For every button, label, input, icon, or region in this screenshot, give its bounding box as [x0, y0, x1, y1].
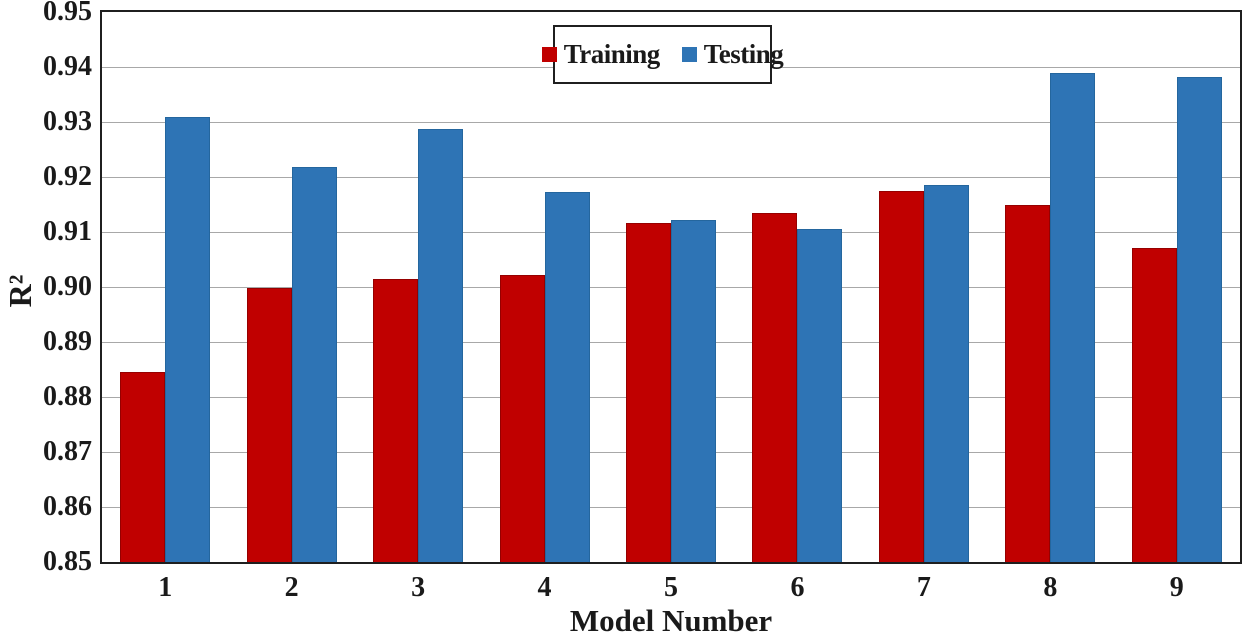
- y-tick-label: 0.89: [43, 326, 92, 357]
- y-tick-label: 0.90: [43, 271, 92, 302]
- bar-testing-7: [923, 185, 969, 562]
- x-tick-label: 2: [284, 572, 299, 603]
- y-tick-label: 0.92: [43, 161, 92, 192]
- x-tick-label: 3: [411, 572, 426, 603]
- x-tick-label: 7: [916, 572, 931, 603]
- bar-training-1: [120, 372, 166, 562]
- y-tick-label: 0.87: [43, 436, 92, 467]
- bar-testing-9: [1176, 77, 1222, 562]
- legend-item-testing: Testing: [681, 39, 784, 70]
- bar-testing-6: [797, 228, 843, 562]
- legend-item-training: Training: [541, 39, 661, 70]
- legend-swatch-training-icon: [541, 47, 557, 62]
- bar-training-2: [246, 288, 292, 562]
- y-tick-label: 0.88: [43, 381, 92, 412]
- y-tick-label: 0.94: [43, 51, 92, 82]
- x-tick-label: 6: [790, 572, 805, 603]
- gridline: [102, 177, 1240, 178]
- legend-swatch-testing-icon: [681, 47, 697, 62]
- bar-testing-4: [544, 192, 590, 562]
- x-tick-label: 1: [158, 572, 173, 603]
- bar-testing-3: [418, 129, 464, 562]
- bar-testing-1: [165, 116, 211, 562]
- x-tick-label: 5: [664, 572, 678, 603]
- bar-testing-8: [1050, 72, 1096, 562]
- y-tick-label: 0.86: [43, 491, 92, 522]
- y-tick-label: 0.95: [43, 0, 92, 27]
- x-axis-title: Model Number: [569, 603, 773, 638]
- legend: Training Testing: [541, 25, 784, 84]
- y-tick-label: 0.93: [43, 106, 92, 137]
- x-tick-label: 4: [537, 572, 552, 603]
- y-tick-label: 0.85: [43, 546, 92, 577]
- bar-testing-2: [291, 166, 337, 562]
- plot-area: [100, 10, 1242, 564]
- bar-training-5: [626, 222, 671, 562]
- bar-training-9: [1131, 247, 1177, 562]
- bar-testing-5: [671, 220, 716, 562]
- bar-training-6: [752, 212, 798, 562]
- bar-training-4: [499, 274, 545, 562]
- gridline: [102, 122, 1240, 123]
- bar-training-3: [373, 278, 419, 562]
- bar-training-7: [878, 190, 924, 562]
- x-tick-label: 9: [1169, 572, 1184, 603]
- bar-training-8: [1005, 204, 1051, 562]
- y-tick-label: 0.91: [43, 216, 92, 247]
- x-tick-label: 8: [1043, 572, 1058, 603]
- legend-label-testing: Testing: [703, 39, 784, 69]
- legend-label-training: Training: [563, 39, 661, 69]
